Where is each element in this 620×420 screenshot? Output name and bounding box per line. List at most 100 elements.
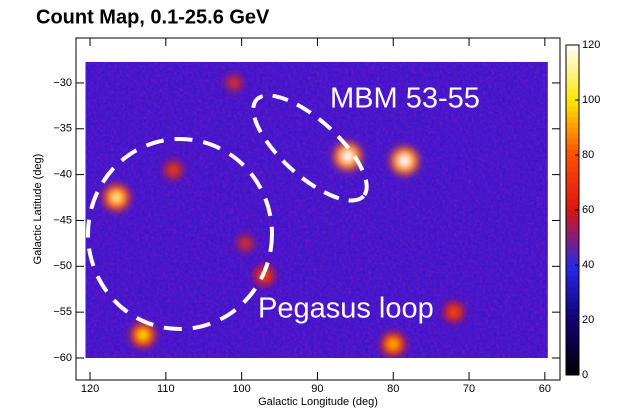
colorbar-cell xyxy=(566,99,579,106)
colorbar-cell xyxy=(566,259,579,266)
colorbar-cell xyxy=(566,286,579,293)
y-tick-label: −50 xyxy=(53,260,72,272)
colorbar-cell xyxy=(566,303,579,310)
colorbar-cell xyxy=(566,231,579,238)
colorbar-tick-label: 80 xyxy=(582,149,594,161)
y-tick-label: −60 xyxy=(53,352,72,364)
colorbar-cell xyxy=(566,127,579,134)
y-tick-label: −35 xyxy=(53,123,72,135)
colorbar-cell xyxy=(566,281,579,288)
colorbar-cell xyxy=(566,215,579,222)
colorbar-cell xyxy=(566,50,579,57)
colorbar-cell xyxy=(566,369,579,376)
map-texture xyxy=(85,61,548,358)
colorbar-cell xyxy=(566,336,579,343)
y-tick-label: −55 xyxy=(53,306,72,318)
colorbar-cell xyxy=(566,237,579,244)
colorbar-cell xyxy=(566,121,579,128)
y-axis-label: Galactic Latitude (deg) xyxy=(32,154,44,265)
source xyxy=(228,77,240,89)
colorbar-cell xyxy=(566,314,579,321)
colorbar-cell xyxy=(566,226,579,233)
colorbar-cell xyxy=(566,154,579,161)
colorbar-tick-label: 40 xyxy=(582,259,594,271)
annotation-ellipse xyxy=(86,137,274,331)
colorbar-tick-label: 20 xyxy=(582,314,594,326)
axes: 120 110 100 90 80 70 60 −30 −35 −40 −45 −50 −55 −60 Ga… xyxy=(32,37,561,408)
source xyxy=(240,237,251,249)
x-tick-label: 120 xyxy=(81,383,99,395)
colorbar-cell xyxy=(566,347,579,354)
colorbar-cell xyxy=(566,187,579,194)
colorbar-cell xyxy=(566,165,579,172)
colorbar-cell xyxy=(566,198,579,205)
source xyxy=(109,190,124,205)
colorbar-cell xyxy=(566,275,579,282)
colorbar-cell xyxy=(566,297,579,304)
y-tick-label: −30 xyxy=(53,77,72,89)
colorbar-cell xyxy=(566,292,579,299)
colorbar-cell xyxy=(566,193,579,200)
chart-title: Count Map, 0.1-25.6 GeV xyxy=(36,6,270,28)
y-tick-label: −45 xyxy=(53,214,72,226)
x-tick-label: 110 xyxy=(157,383,175,395)
colorbar-cell xyxy=(566,204,579,211)
map xyxy=(85,61,548,358)
plot-frame xyxy=(75,37,561,381)
colorbar-cell xyxy=(566,308,579,315)
x-tick-label: 70 xyxy=(463,383,475,395)
source xyxy=(340,148,356,164)
colorbar-cell xyxy=(566,77,579,84)
colorbar-cell xyxy=(566,61,579,68)
colorbar-cell xyxy=(566,248,579,255)
colorbar-cell xyxy=(566,83,579,90)
colorbar-cell xyxy=(566,88,579,95)
colorbar-cell xyxy=(566,325,579,332)
colorbar-cell xyxy=(566,176,579,183)
colorbar-cell xyxy=(566,209,579,216)
colorbar-cell xyxy=(566,319,579,326)
colorbar-cell xyxy=(566,363,579,370)
colorbar-cell xyxy=(566,72,579,79)
x-tick-label: 90 xyxy=(311,383,323,395)
source xyxy=(167,164,180,176)
annotation: MBM 53-55 xyxy=(330,83,480,115)
colorbar-cell xyxy=(566,149,579,156)
colorbar-cell xyxy=(566,220,579,227)
x-tick-label: 60 xyxy=(539,383,551,395)
colorbar-cell xyxy=(566,242,579,249)
colorbar-cell xyxy=(566,55,579,62)
y-tick-label: −40 xyxy=(53,169,72,181)
source xyxy=(448,306,460,319)
colorbar-cell xyxy=(566,116,579,123)
colorbar-cell xyxy=(566,253,579,260)
colorbar-cell xyxy=(566,94,579,101)
colorbar-cell xyxy=(566,264,579,271)
x-tick-label: 100 xyxy=(232,383,250,395)
source xyxy=(386,337,400,351)
colorbar-cell xyxy=(566,160,579,167)
colorbar-cell xyxy=(566,171,579,178)
x-tick-label: 80 xyxy=(387,383,399,395)
colorbar-cell xyxy=(566,352,579,359)
colorbar-cell xyxy=(566,270,579,277)
colorbar-tick-label: 60 xyxy=(582,204,594,216)
source xyxy=(136,328,150,342)
colorbar-cell xyxy=(566,341,579,348)
colorbar-cell xyxy=(566,132,579,139)
colorbar-cell xyxy=(566,138,579,145)
colorbar-cell xyxy=(566,44,579,51)
source xyxy=(396,153,413,169)
colorbar-cell xyxy=(566,358,579,365)
colorbar-cell xyxy=(566,143,579,150)
x-axis-label: Galactic Longitude (deg) xyxy=(258,396,378,408)
colorbar-cell xyxy=(566,66,579,73)
colorbar-tick-label: 120 xyxy=(582,39,600,51)
annotation: Pegasus loop xyxy=(258,293,434,325)
colorbar-cell xyxy=(566,110,579,117)
colorbar-cell xyxy=(566,330,579,337)
colorbar-cell xyxy=(566,105,579,112)
colorbar-tick-label: 0 xyxy=(582,369,588,381)
colorbar-cell xyxy=(566,182,579,189)
